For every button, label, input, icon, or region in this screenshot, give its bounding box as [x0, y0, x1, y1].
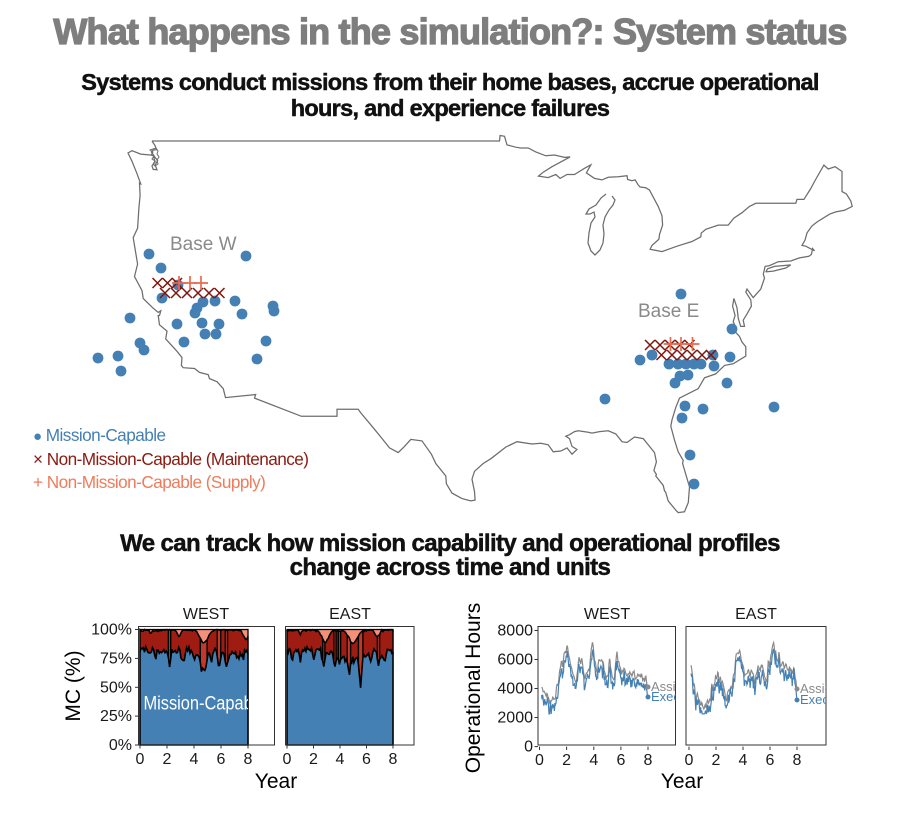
- svg-text:Year: Year: [661, 770, 703, 793]
- svg-text:75%: 75%: [100, 650, 132, 667]
- svg-text:MC (%): MC (%): [62, 650, 85, 721]
- svg-text:25%: 25%: [100, 708, 132, 725]
- svg-text:0: 0: [535, 752, 544, 769]
- svg-text:0: 0: [524, 739, 533, 756]
- svg-text:6: 6: [217, 751, 226, 768]
- svg-text:0: 0: [685, 752, 694, 769]
- svg-text:Mission-Capable: Mission-Capable: [144, 694, 266, 715]
- svg-text:WEST: WEST: [183, 606, 229, 623]
- svg-text:Executed: Executed: [651, 689, 705, 704]
- svg-text:4: 4: [589, 752, 598, 769]
- svg-text:2000: 2000: [497, 710, 533, 727]
- svg-text:8: 8: [389, 751, 398, 768]
- svg-text:Assigned: Assigned: [651, 679, 704, 694]
- svg-text:Base E: Base E: [638, 301, 699, 322]
- svg-text:Year: Year: [255, 770, 297, 793]
- svg-text:2: 2: [712, 752, 721, 769]
- svg-text:Executed: Executed: [800, 692, 854, 707]
- svg-text:8: 8: [793, 752, 802, 769]
- svg-text:4: 4: [739, 752, 748, 769]
- svg-text:0: 0: [283, 751, 292, 768]
- svg-text:100%: 100%: [91, 622, 132, 639]
- svg-text:8: 8: [244, 751, 253, 768]
- svg-text:Assigned: Assigned: [800, 681, 853, 696]
- svg-text:50%: 50%: [100, 679, 132, 696]
- svg-text:6: 6: [616, 752, 625, 769]
- svg-text:6: 6: [362, 751, 371, 768]
- svg-text:6: 6: [766, 752, 775, 769]
- svg-text:Operational Hours: Operational Hours: [462, 603, 485, 773]
- svg-text:0%: 0%: [109, 737, 132, 754]
- svg-text:Base W: Base W: [170, 234, 237, 255]
- svg-text:2: 2: [562, 752, 571, 769]
- svg-text:6000: 6000: [497, 652, 533, 669]
- svg-text:EAST: EAST: [735, 606, 777, 623]
- svg-text:8: 8: [644, 752, 653, 769]
- svg-text:2: 2: [163, 751, 172, 768]
- svg-text:EAST: EAST: [329, 606, 371, 623]
- svg-text:4: 4: [336, 751, 345, 768]
- svg-text:8000: 8000: [497, 623, 533, 640]
- svg-text:4000: 4000: [497, 681, 533, 698]
- svg-text:WEST: WEST: [584, 606, 630, 623]
- svg-text:4: 4: [190, 751, 199, 768]
- svg-text:2: 2: [309, 751, 318, 768]
- svg-text:0: 0: [136, 751, 145, 768]
